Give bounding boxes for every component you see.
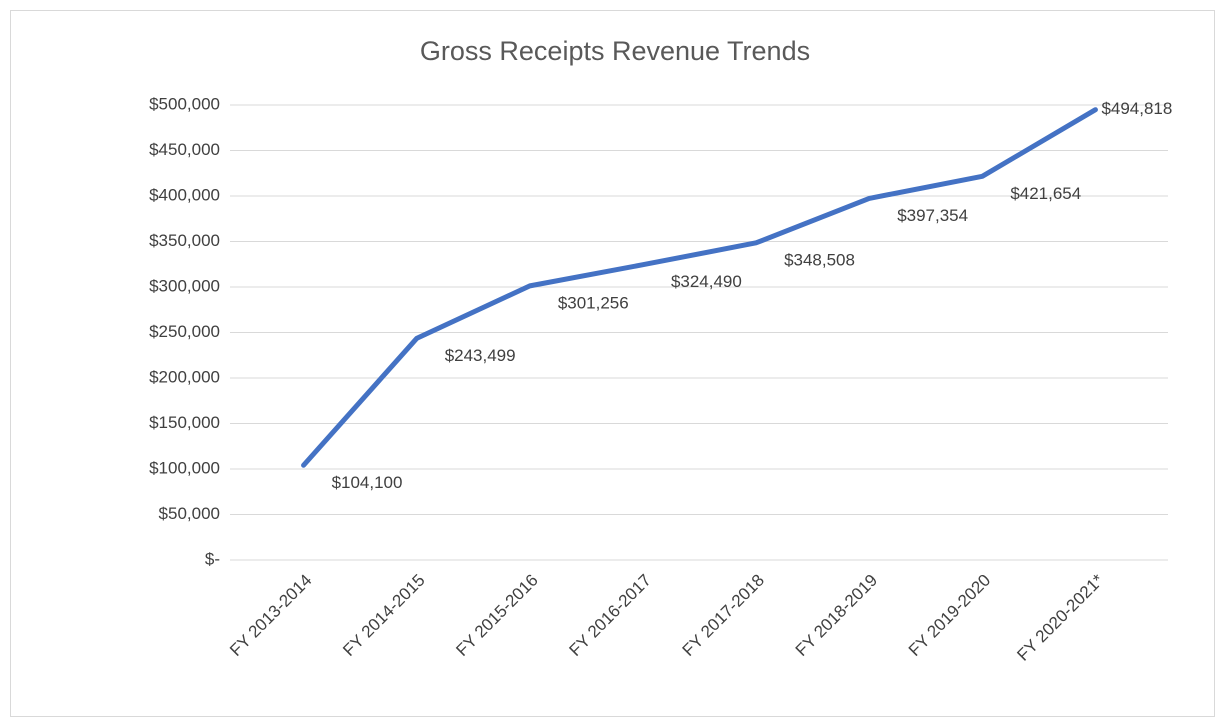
y-tick-label: $100,000	[149, 458, 220, 477]
y-tick-label: $450,000	[149, 140, 220, 159]
data-line	[301, 107, 1098, 468]
data-label: $397,354	[897, 206, 968, 225]
data-label: $494,818	[1101, 99, 1172, 118]
chart-frame	[10, 10, 1215, 717]
y-tick-label: $50,000	[159, 504, 220, 523]
data-label: $421,654	[1010, 184, 1081, 203]
data-label: $301,256	[558, 293, 629, 312]
y-tick-label: $250,000	[149, 322, 220, 341]
y-tick-label: $-	[205, 549, 220, 568]
y-tick-label: $300,000	[149, 276, 220, 295]
data-label: $104,100	[332, 473, 403, 492]
chart-title: Gross Receipts Revenue Trends	[420, 36, 810, 66]
y-tick-label: $350,000	[149, 231, 220, 250]
y-tick-label: $200,000	[149, 367, 220, 386]
y-tick-label: $500,000	[149, 94, 220, 113]
data-label: $348,508	[784, 250, 855, 269]
data-label: $243,499	[445, 346, 516, 365]
data-label: $324,490	[671, 272, 742, 291]
y-tick-label: $150,000	[149, 413, 220, 432]
y-tick-label: $400,000	[149, 185, 220, 204]
